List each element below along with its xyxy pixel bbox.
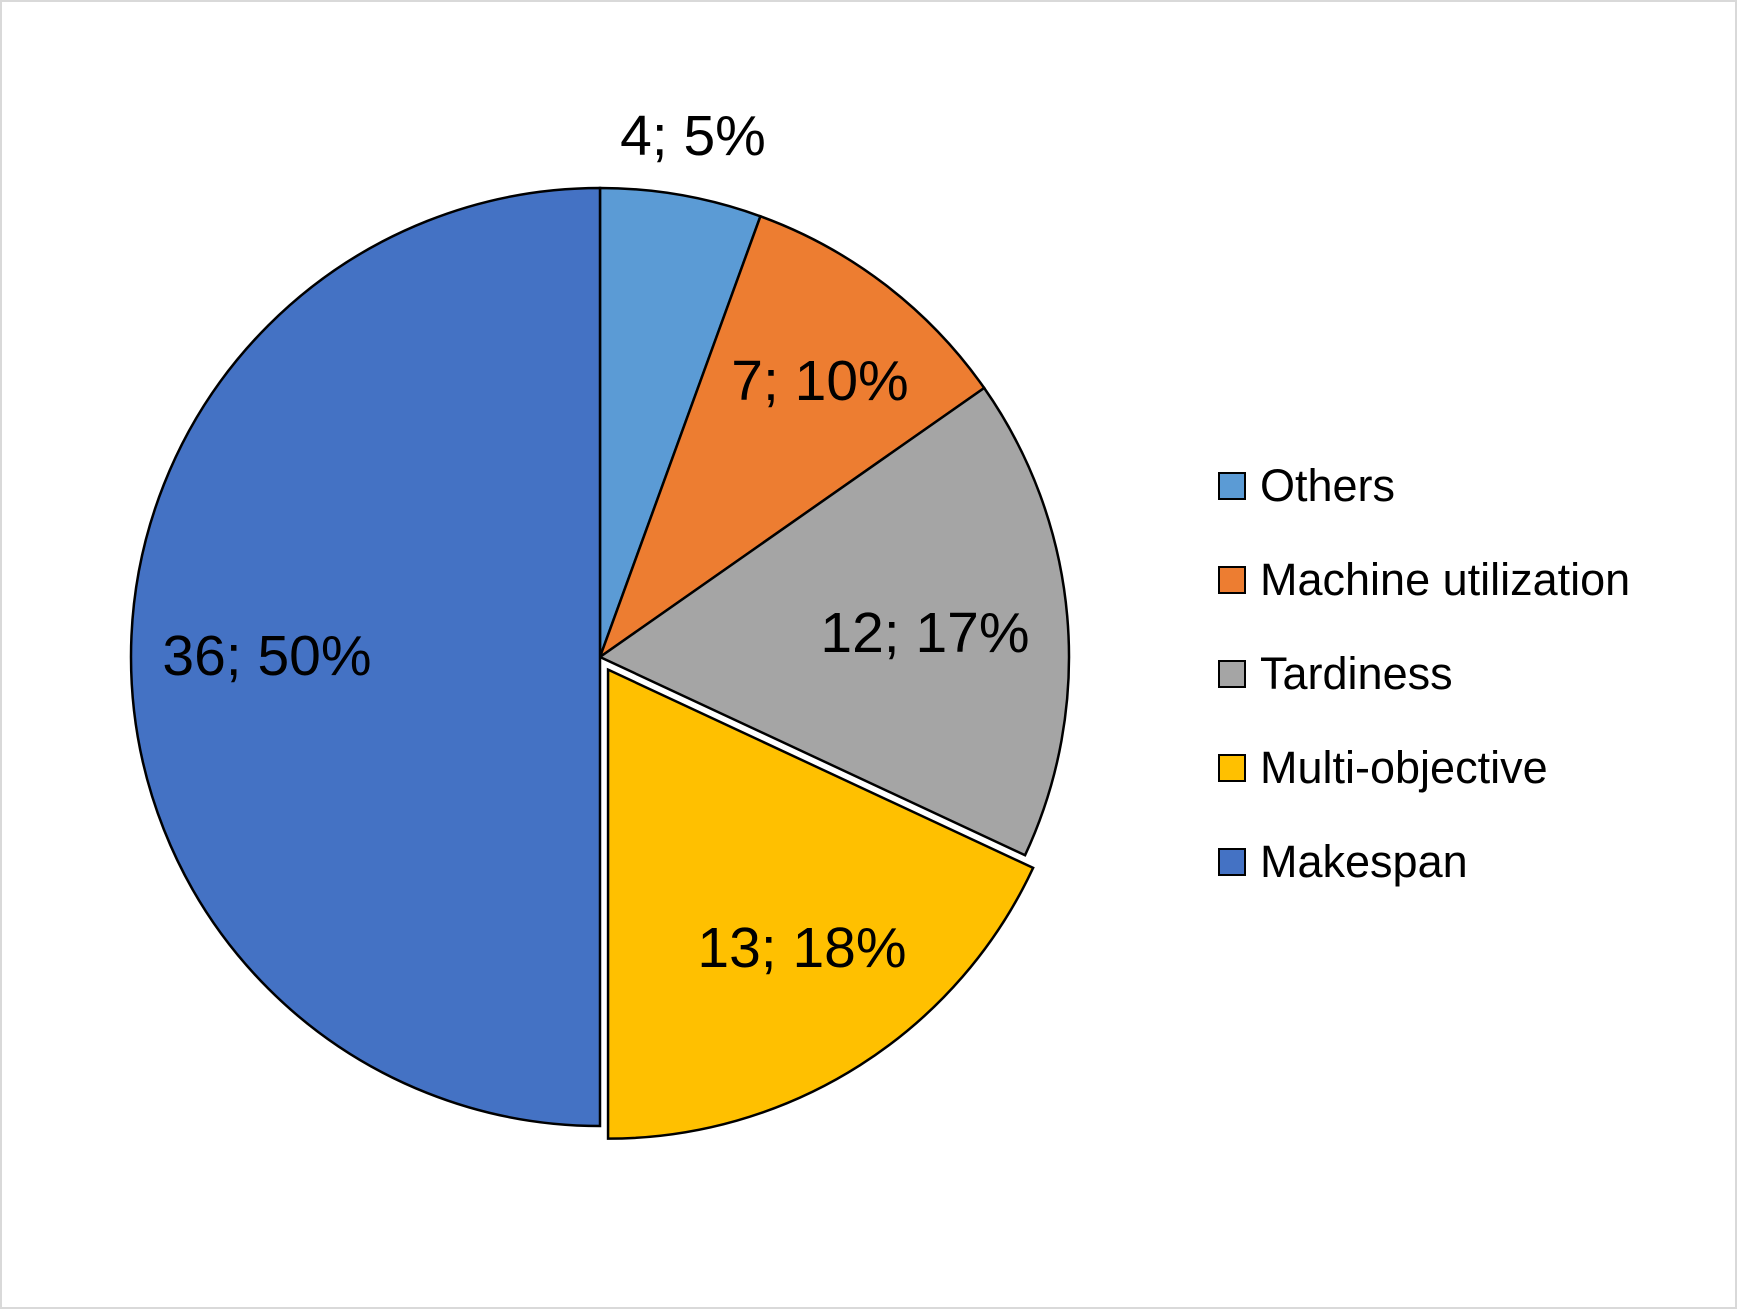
- data-label-tardiness: 12; 17%: [820, 601, 1029, 665]
- legend-item-multi-objective: Multi-objective: [1218, 721, 1630, 815]
- legend-swatch-multi-objective: [1218, 754, 1246, 782]
- legend-label-tardiness: Tardiness: [1260, 648, 1453, 699]
- pie-slices: [129, 186, 1071, 1140]
- legend-label-machine-utilization: Machine utilization: [1260, 554, 1631, 605]
- legend-item-machine-utilization: Machine utilization: [1218, 533, 1630, 627]
- pie-slice-machine-utilization: [597, 214, 986, 661]
- pie-slice-tardiness: [597, 386, 1071, 857]
- pie-slice-makespan: [129, 186, 602, 1128]
- pie-data-labels: 4; 5% 7; 10% 12; 17% 13; 18% 36; 50%: [162, 104, 1029, 980]
- data-label-others: 4; 5%: [620, 104, 766, 168]
- legend-item-tardiness: Tardiness: [1218, 627, 1630, 721]
- legend-swatch-makespan: [1218, 848, 1246, 876]
- data-label-makespan: 36; 50%: [162, 624, 371, 688]
- legend-item-others: Others: [1218, 439, 1630, 533]
- legend-label-multi-objective: Multi-objective: [1260, 742, 1548, 793]
- pie-slice-others: [598, 186, 763, 658]
- legend: Others Machine utilization Tardiness Mul…: [1218, 439, 1630, 909]
- legend-swatch-tardiness: [1218, 660, 1246, 688]
- data-label-machine-utilization: 7; 10%: [731, 349, 908, 413]
- legend-swatch-others: [1218, 472, 1246, 500]
- legend-swatch-machine-utilization: [1218, 566, 1246, 594]
- legend-label-others: Others: [1260, 460, 1396, 511]
- pie-slice-multi-objective: [606, 667, 1035, 1140]
- data-label-multi-objective: 13; 18%: [697, 916, 906, 980]
- legend-item-makespan: Makespan: [1218, 815, 1630, 909]
- legend-label-makespan: Makespan: [1260, 836, 1468, 887]
